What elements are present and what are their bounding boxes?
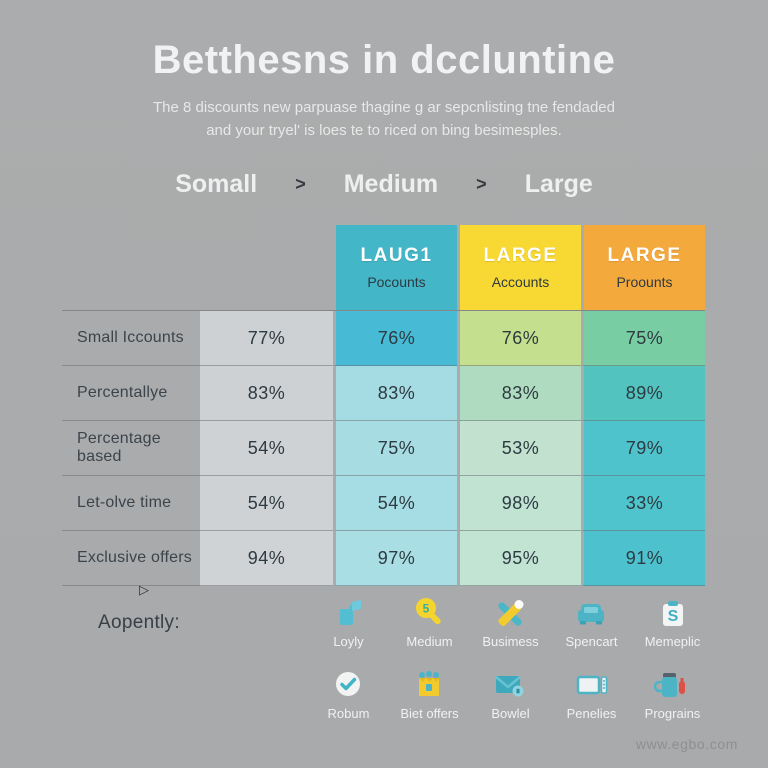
column-header-subtitle: Proounts xyxy=(616,274,673,290)
table-cell: 54% xyxy=(200,476,333,531)
chevron-right-icon: > xyxy=(295,174,306,194)
column-header-3: LARGE Proounts xyxy=(581,225,705,310)
monitor-icon xyxy=(574,668,610,704)
table-cell: 97% xyxy=(333,531,457,586)
legend-item-bowlel: Bowlel xyxy=(491,668,530,721)
comparison-table: LAUG1 Pocounts LARGE Accounts LARGE Proo… xyxy=(62,225,705,586)
page-subtitle: The 8 discounts new parpuase thagine g a… xyxy=(0,96,768,143)
column-header-subtitle: Accounts xyxy=(491,274,550,290)
legend-item-label: Busimess xyxy=(482,634,539,649)
page-title: Betthesns in dccluntine xyxy=(152,38,616,82)
table-cell: 83% xyxy=(457,366,581,421)
table-cell: 75% xyxy=(581,311,705,366)
size-option-large[interactable]: Large xyxy=(524,170,593,198)
size-option-small[interactable]: Somall xyxy=(175,170,258,198)
legend-item-label: Penelies xyxy=(566,706,617,721)
table-cell: 76% xyxy=(457,311,581,366)
legend-item-prograins: Prograins xyxy=(644,668,701,721)
svg-text:5: 5 xyxy=(422,602,429,616)
legend-item-medium: 5 Medium xyxy=(406,596,453,649)
header-spacer xyxy=(200,225,333,310)
mug-icon xyxy=(654,668,690,704)
table-body: Small Iccounts 77% 76% 76% 75% Percental… xyxy=(62,310,705,586)
table-cell: 33% xyxy=(581,476,705,531)
table-cell: 94% xyxy=(200,531,333,586)
legend-item-label: Medium xyxy=(406,634,453,649)
legend-item-label: Prograins xyxy=(644,706,701,721)
cursor-triangle-icon: ▷ xyxy=(139,582,149,597)
legend-item-label: Spencart xyxy=(565,634,618,649)
table-cell: 76% xyxy=(333,311,457,366)
row-label: Exclusive offers xyxy=(62,531,200,586)
row-label: Let-olve time xyxy=(62,476,200,531)
table-cell: 75% xyxy=(333,421,457,476)
svg-text:S: S xyxy=(667,608,678,625)
table-cell: 54% xyxy=(200,421,333,476)
gift-icon xyxy=(411,668,447,704)
size-selector: Somall > Medium > Large xyxy=(0,170,768,199)
legend-item-label: Bowlel xyxy=(491,706,530,721)
chevron-right-icon: > xyxy=(476,174,487,194)
table-cell: 89% xyxy=(581,366,705,421)
column-header-title: LARGE xyxy=(607,245,682,266)
column-header-1: LAUG1 Pocounts xyxy=(333,225,457,310)
legend-item-memeplic: S Memeplic xyxy=(644,596,701,649)
legend-item-loyly: Loyly xyxy=(331,596,367,649)
shopping-bag-icon: S xyxy=(655,596,691,632)
column-header-title: LAUG1 xyxy=(360,245,433,266)
table-cell: 95% xyxy=(457,531,581,586)
legend-item-label: Loyly xyxy=(333,634,364,649)
subtitle-line2: and your tryel' is loes te to riced on b… xyxy=(206,122,562,140)
legend-item-label: Memeplic xyxy=(644,634,701,649)
table-cell: 91% xyxy=(581,531,705,586)
legend-label: Aopently: xyxy=(98,612,180,633)
legend-row-1: Loyly 5 Medium Busimess Spencart S Memep… xyxy=(308,596,720,649)
legend-item-robum: Robum xyxy=(327,668,370,721)
loyalty-box-icon xyxy=(331,596,367,632)
row-label: Small Iccounts xyxy=(62,311,200,366)
legend-row-2: Robum Biet offers Bowlel Penelies Progra… xyxy=(308,668,720,721)
legend-item-spencart: Spencart xyxy=(565,596,618,649)
table-cell: 83% xyxy=(333,366,457,421)
table-cell: 54% xyxy=(333,476,457,531)
size-option-medium[interactable]: Medium xyxy=(343,170,439,198)
table-cell: 79% xyxy=(581,421,705,476)
legend-item-busimess: Busimess xyxy=(482,596,539,649)
row-label: Percentage based xyxy=(62,421,200,476)
table-cell: 53% xyxy=(457,421,581,476)
header-spacer xyxy=(62,225,200,310)
legend-item-label: Robum xyxy=(327,706,370,721)
watermark: www.egbo.com xyxy=(635,736,738,752)
column-header-2: LARGE Accounts xyxy=(457,225,581,310)
subtitle-line1: The 8 discounts new parpuase thagine g a… xyxy=(153,99,615,116)
legend-item-penelies: Penelies xyxy=(566,668,617,721)
envelope-icon xyxy=(492,668,528,704)
table-cell: 77% xyxy=(200,311,333,366)
crossed-pens-icon xyxy=(492,596,528,632)
column-header-subtitle: Pocounts xyxy=(367,274,426,290)
row-label: Percentallye xyxy=(62,366,200,421)
table-header-row: LAUG1 Pocounts LARGE Accounts LARGE Proo… xyxy=(62,225,705,310)
legend-item-biet-offers: Biet offers xyxy=(400,668,459,721)
table-cell: 98% xyxy=(457,476,581,531)
column-header-title: LARGE xyxy=(483,245,558,266)
legend-item-label: Biet offers xyxy=(400,706,459,721)
magnifier-icon: 5 xyxy=(412,596,448,632)
check-circle-icon xyxy=(330,668,366,704)
table-cell: 83% xyxy=(200,366,333,421)
car-icon xyxy=(573,596,609,632)
